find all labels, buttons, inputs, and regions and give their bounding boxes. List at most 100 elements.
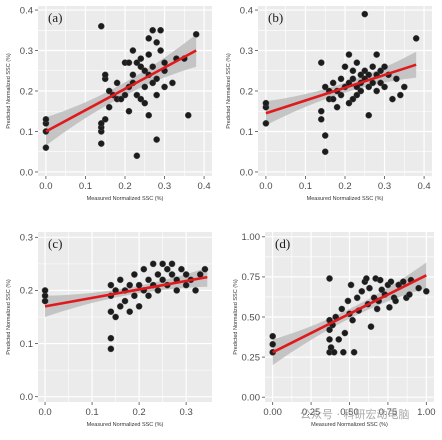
y-tick-label: 0.00 (242, 392, 261, 403)
y-tick-label: 0.2 (20, 286, 33, 297)
panel-label: (b) (268, 10, 283, 25)
x-tick-label: 0.2 (132, 407, 145, 418)
y-tick-label: 0.4 (20, 5, 33, 16)
data-point (192, 287, 199, 294)
data-point (262, 120, 270, 127)
data-point (107, 308, 115, 315)
x-tick-label: 1.00 (417, 407, 436, 418)
data-point (361, 10, 369, 18)
data-point (423, 288, 430, 295)
y-axis-title: Predicted Normalized SSC (%) (6, 279, 12, 355)
regression-line (272, 274, 427, 354)
data-point (101, 116, 109, 123)
data-point (399, 278, 407, 286)
data-point (367, 323, 375, 330)
data-point (159, 260, 166, 268)
data-point (397, 91, 404, 99)
data-point (317, 116, 325, 123)
data-point (349, 75, 357, 83)
data-point (161, 59, 168, 66)
data-point (387, 278, 395, 286)
data-point (169, 79, 176, 87)
y-tick-label: 0.75 (242, 272, 261, 283)
x-tick-label: 0.1 (85, 407, 98, 418)
data-point (41, 287, 49, 294)
data-point (329, 95, 337, 103)
data-point (153, 75, 160, 83)
data-point (182, 281, 190, 289)
data-point (363, 275, 370, 282)
x-tick-label: 0.3 (158, 181, 171, 192)
data-point (378, 286, 386, 294)
data-point (353, 91, 361, 99)
x-tick-label: 0.50 (340, 407, 359, 418)
x-tick-label: 0.00 (263, 407, 282, 418)
data-point (412, 35, 420, 42)
y-tick-label: 0.0 (20, 167, 33, 178)
data-point (357, 71, 365, 79)
data-point (184, 111, 192, 119)
data-point (97, 140, 105, 147)
y-tick-label: 0.3 (20, 233, 33, 244)
data-point (349, 67, 357, 75)
data-point (168, 271, 176, 278)
data-point (317, 107, 325, 115)
data-point (373, 51, 380, 58)
data-point (133, 152, 141, 160)
data-point (389, 95, 396, 103)
data-point (338, 305, 346, 313)
data-point (349, 316, 356, 324)
data-point (326, 336, 333, 343)
data-point (321, 148, 329, 156)
data-point (125, 107, 133, 115)
y-tick-label: 0.1 (240, 127, 253, 138)
panel-a: 0.0 0.1 0.2 0.3 0.4 0.0 0.1 0.2 0.3 0.4 (a) Measure… (6, 5, 212, 202)
data-point (116, 303, 124, 310)
y-tick-label: 0.0 (240, 167, 253, 178)
data-point (153, 39, 160, 46)
panel-d: 0.00 0.25 0.50 0.75 1.00 0.00 0.25 0.50 0.75 1.00… (233, 232, 436, 428)
data-point (337, 91, 345, 99)
data-point (366, 284, 373, 292)
data-point (321, 132, 329, 139)
data-point (373, 87, 380, 95)
data-point (157, 47, 164, 54)
y-tick-label: 0.4 (240, 5, 253, 16)
data-point (149, 26, 156, 34)
x-tick-label: 0.25 (302, 407, 321, 418)
y-tick-label: 0.2 (240, 86, 253, 97)
data-point (107, 334, 115, 342)
data-point (333, 103, 341, 111)
data-point (326, 326, 333, 334)
data-point (121, 297, 129, 305)
regression-line (265, 63, 417, 115)
panel-label: (d) (275, 236, 290, 251)
data-point (393, 75, 400, 83)
data-point (326, 275, 333, 282)
data-point (340, 348, 347, 356)
y-tick-label: 0.0 (20, 392, 33, 403)
data-point (125, 59, 133, 66)
data-point (107, 281, 115, 289)
data-point (97, 120, 105, 127)
x-tick-label: 0.0 (259, 181, 272, 192)
data-point (345, 99, 353, 107)
data-point (154, 271, 162, 278)
data-point (145, 292, 152, 300)
data-point (357, 87, 365, 95)
data-point (113, 79, 121, 87)
y-tick-label: 0.2 (20, 86, 33, 97)
data-point (369, 63, 376, 71)
x-tick-label: 0.0 (38, 407, 51, 418)
y-tick-label: 0.3 (240, 46, 253, 57)
data-point (353, 59, 361, 66)
data-point (365, 71, 373, 79)
data-point (126, 308, 134, 315)
data-point (105, 87, 113, 95)
data-point (137, 63, 145, 71)
data-point (345, 51, 353, 58)
data-point (321, 83, 329, 91)
data-point (386, 304, 393, 311)
data-point (173, 287, 181, 294)
